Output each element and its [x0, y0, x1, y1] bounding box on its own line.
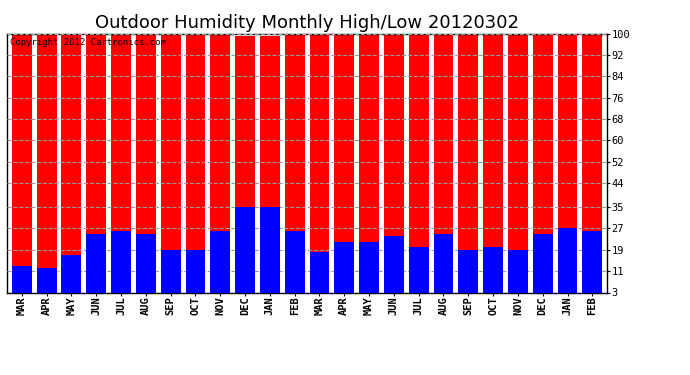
- Bar: [111, 231, 131, 300]
- Bar: [12, 34, 32, 300]
- Bar: [37, 268, 57, 300]
- Bar: [408, 34, 428, 300]
- Bar: [483, 247, 503, 300]
- Bar: [384, 34, 404, 300]
- Bar: [533, 34, 553, 300]
- Bar: [61, 255, 81, 300]
- Bar: [458, 250, 478, 300]
- Bar: [384, 237, 404, 300]
- Bar: [335, 34, 354, 300]
- Bar: [508, 34, 528, 300]
- Bar: [335, 242, 354, 300]
- Bar: [458, 34, 478, 300]
- Bar: [433, 34, 453, 300]
- Bar: [558, 228, 578, 300]
- Bar: [111, 34, 131, 300]
- Bar: [582, 231, 602, 300]
- Bar: [433, 234, 453, 300]
- Bar: [285, 34, 304, 300]
- Title: Outdoor Humidity Monthly High/Low 20120302: Outdoor Humidity Monthly High/Low 201203…: [95, 14, 519, 32]
- Bar: [483, 34, 503, 300]
- Bar: [235, 207, 255, 300]
- Bar: [210, 34, 230, 300]
- Bar: [86, 34, 106, 300]
- Bar: [359, 242, 379, 300]
- Bar: [86, 234, 106, 300]
- Bar: [186, 34, 206, 300]
- Bar: [37, 34, 57, 300]
- Bar: [186, 250, 206, 300]
- Bar: [161, 34, 181, 300]
- Bar: [260, 36, 279, 300]
- Bar: [136, 234, 156, 300]
- Text: Copyright 2012 Cartronics.com: Copyright 2012 Cartronics.com: [10, 38, 166, 46]
- Bar: [210, 231, 230, 300]
- Bar: [310, 34, 329, 300]
- Bar: [310, 252, 329, 300]
- Bar: [285, 231, 304, 300]
- Bar: [558, 34, 578, 300]
- Bar: [136, 34, 156, 300]
- Bar: [12, 266, 32, 300]
- Bar: [408, 247, 428, 300]
- Bar: [533, 234, 553, 300]
- Bar: [235, 36, 255, 300]
- Bar: [582, 34, 602, 300]
- Bar: [359, 34, 379, 300]
- Bar: [61, 34, 81, 300]
- Bar: [508, 250, 528, 300]
- Bar: [161, 250, 181, 300]
- Bar: [260, 207, 279, 300]
